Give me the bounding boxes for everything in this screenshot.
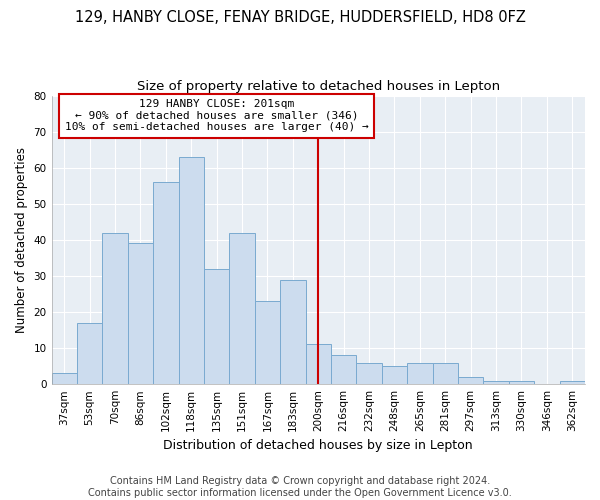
Bar	[179, 157, 204, 384]
Bar	[229, 232, 255, 384]
Bar	[204, 268, 229, 384]
Bar	[255, 301, 280, 384]
Bar	[509, 380, 534, 384]
Text: 129 HANBY CLOSE: 201sqm
← 90% of detached houses are smaller (346)
10% of semi-d: 129 HANBY CLOSE: 201sqm ← 90% of detache…	[65, 99, 368, 132]
Bar	[433, 362, 458, 384]
Bar	[484, 380, 509, 384]
Bar	[331, 356, 356, 384]
Text: Contains HM Land Registry data © Crown copyright and database right 2024.
Contai: Contains HM Land Registry data © Crown c…	[88, 476, 512, 498]
Title: Size of property relative to detached houses in Lepton: Size of property relative to detached ho…	[137, 80, 500, 93]
Text: 129, HANBY CLOSE, FENAY BRIDGE, HUDDERSFIELD, HD8 0FZ: 129, HANBY CLOSE, FENAY BRIDGE, HUDDERSF…	[74, 10, 526, 25]
Bar	[382, 366, 407, 384]
Bar	[407, 362, 433, 384]
Bar	[153, 182, 179, 384]
Y-axis label: Number of detached properties: Number of detached properties	[15, 147, 28, 333]
Bar	[458, 377, 484, 384]
Bar	[52, 374, 77, 384]
Bar	[305, 344, 331, 384]
Bar	[356, 362, 382, 384]
Bar	[128, 244, 153, 384]
Bar	[560, 380, 585, 384]
Bar	[280, 280, 305, 384]
X-axis label: Distribution of detached houses by size in Lepton: Distribution of detached houses by size …	[163, 440, 473, 452]
Bar	[103, 232, 128, 384]
Bar	[77, 323, 103, 384]
